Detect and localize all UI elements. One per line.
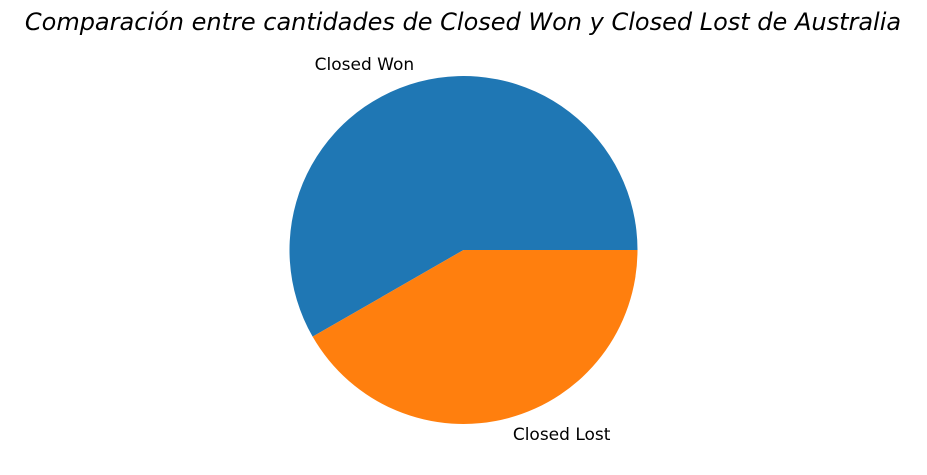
pie-labels: Closed Won Closed Lost <box>315 55 611 445</box>
pie-slices <box>289 75 638 424</box>
pie-slice-closed-lost <box>312 250 638 424</box>
pie-label-closed-lost: Closed Lost <box>513 425 611 445</box>
pie-label-closed-won: Closed Won <box>315 55 415 75</box>
pie-slice-closed-won <box>289 75 638 337</box>
chart-title: Comparación entre cantidades de Closed W… <box>25 8 901 36</box>
